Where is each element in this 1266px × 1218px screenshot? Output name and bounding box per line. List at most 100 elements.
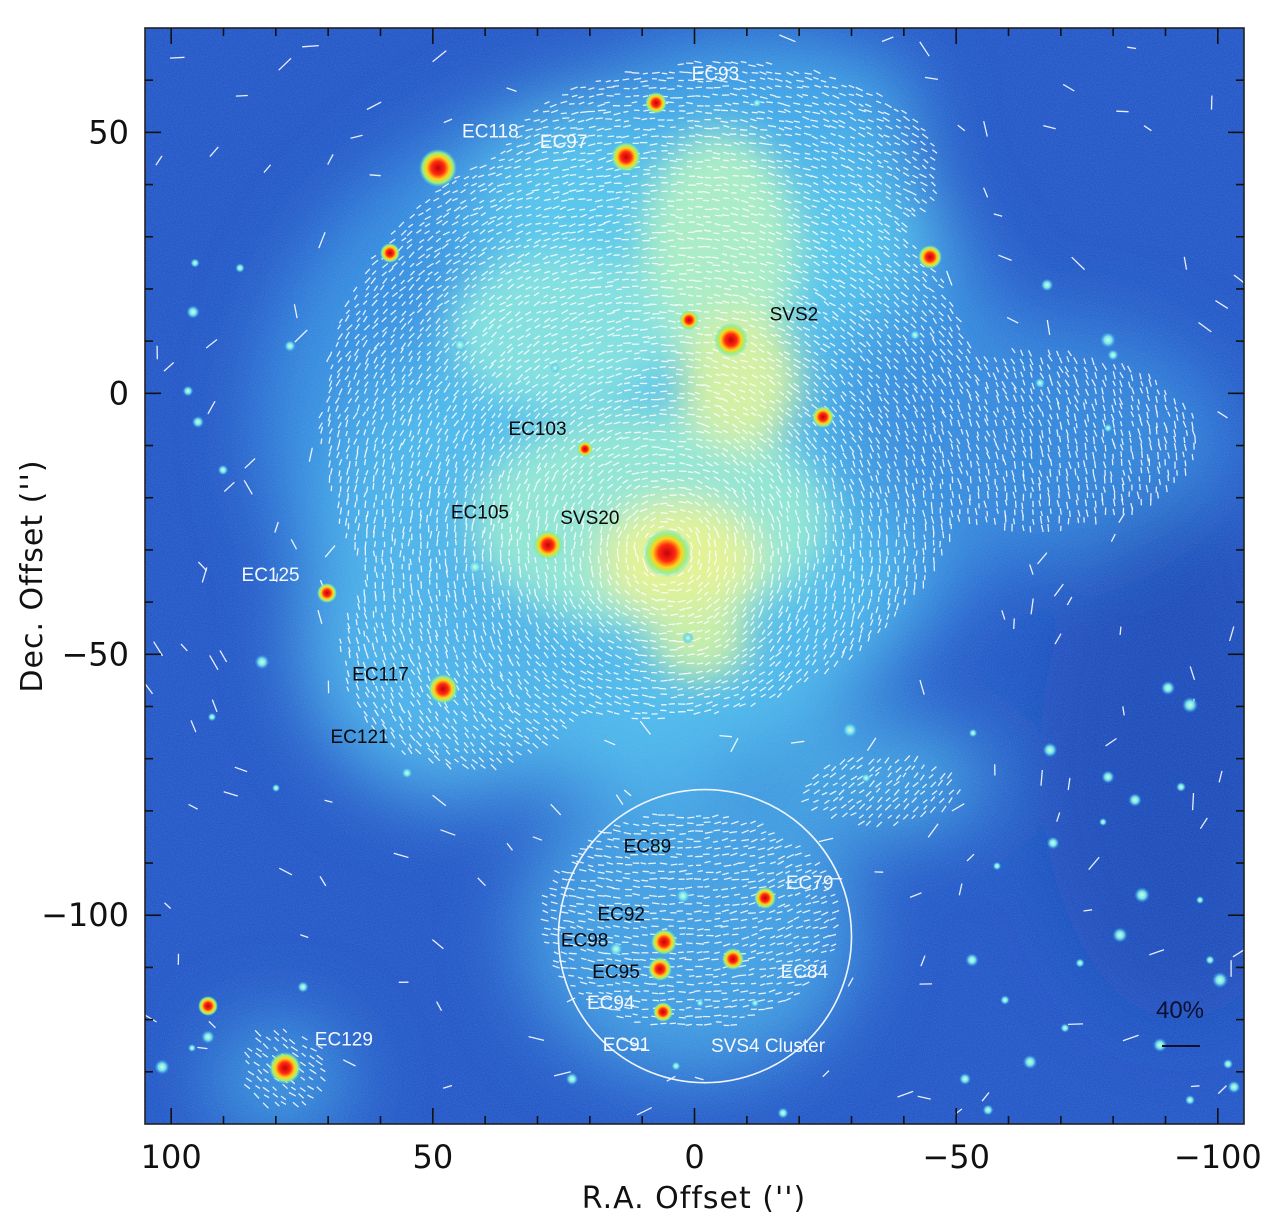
polarization-vector [858,237,865,244]
polarization-vector [639,376,647,379]
polarization-vector [553,176,560,179]
polarization-vector [724,469,730,474]
polarization-vector [688,358,695,361]
polarization-vector [1006,316,1019,324]
polarization-vector [524,222,532,227]
polarization-vector [615,245,622,249]
polarization-vector [940,294,947,300]
polarization-vector [507,197,515,202]
polarization-vector [535,595,540,602]
polarization-vector [345,419,349,428]
polarization-vector [408,283,415,291]
polarization-vector [929,396,934,404]
polarization-vector [426,332,432,338]
polarization-vector [886,141,892,146]
polarization-vector [435,259,441,265]
polarization-vector [1102,429,1105,437]
polarization-vector [668,528,678,531]
polarization-vector [578,415,584,420]
polarization-vector [561,494,565,501]
polarization-vector [895,167,901,172]
polarization-vector [795,500,800,507]
polarization-vector [524,156,531,161]
polarization-vector [515,526,520,534]
polarization-vector [1130,395,1134,402]
polarization-vector [667,469,675,472]
polarization-vector [364,398,369,404]
polarization-vector [452,404,458,412]
polarization-vector [849,478,855,485]
polarization-vector [389,557,393,564]
polarization-vector [901,348,907,355]
polarization-vector [787,486,792,494]
polarization-vector [995,500,999,507]
polarization-vector [888,565,891,572]
polarization-vector [912,253,918,259]
polarization-vector [472,550,475,556]
polarization-vector [361,334,367,341]
polarization-vector [743,556,746,563]
polarization-vector [792,213,800,219]
polarization-vector [850,347,857,354]
polarization-vector [686,262,694,265]
polarization-vector [886,613,890,620]
polarization-vector [1121,438,1124,446]
polarization-vector [477,251,486,258]
polarization-vector [803,634,809,642]
polarization-vector [993,213,1003,217]
polarization-vector [703,364,711,368]
polarization-vector [1146,419,1151,428]
polarization-vector [751,412,757,416]
polarization-vector [940,355,946,363]
polarization-vector [497,277,503,282]
polarization-vector [599,538,603,546]
polarization-vector [615,485,622,492]
polarization-vector [803,286,809,291]
polarization-vector [751,524,756,531]
polarization-vector [471,335,478,340]
polarization-vector [995,381,999,388]
polarization-vector [769,366,775,371]
polarization-vector [452,267,459,274]
polarization-vector [994,419,998,427]
polarization-vector [832,260,838,265]
polarization-vector [714,309,720,312]
polarization-vector [785,120,794,124]
polarization-vector [524,388,532,394]
polarization-vector [696,574,701,581]
polarization-vector [497,508,501,515]
polarization-vector [578,261,586,266]
polarization-vector [650,511,656,515]
polarization-vector [847,302,853,308]
polarization-vector [293,304,298,319]
polarization-vector [751,71,759,74]
polarization-vector [606,429,613,434]
polarization-vector [612,444,620,450]
polarization-vector [650,157,657,160]
polarization-vector [374,594,377,602]
polarization-vector [875,149,882,154]
polarization-vector [831,452,838,459]
polarization-vector [734,415,740,420]
polarization-vector [820,627,826,633]
polarization-vector [425,427,430,435]
polarization-vector [738,223,747,226]
polarization-vector [400,404,406,412]
polarization-vector [914,411,919,418]
polarization-vector [437,614,442,622]
polarization-vector [1053,583,1064,597]
polarization-vector [454,245,460,250]
polarization-vector [375,494,378,501]
polarization-vector [794,582,798,588]
polarization-vector [572,604,577,610]
polarization-vector [697,80,704,83]
polarization-vector [587,304,596,308]
polarization-vector [1119,444,1124,451]
polarization-vector [392,327,397,333]
polarization-vector [829,294,836,298]
polarization-vector [409,594,413,602]
polarization-vector [805,389,811,395]
polarization-vector [731,423,738,429]
polarization-vector [721,260,730,265]
polarization-vector [786,491,792,498]
